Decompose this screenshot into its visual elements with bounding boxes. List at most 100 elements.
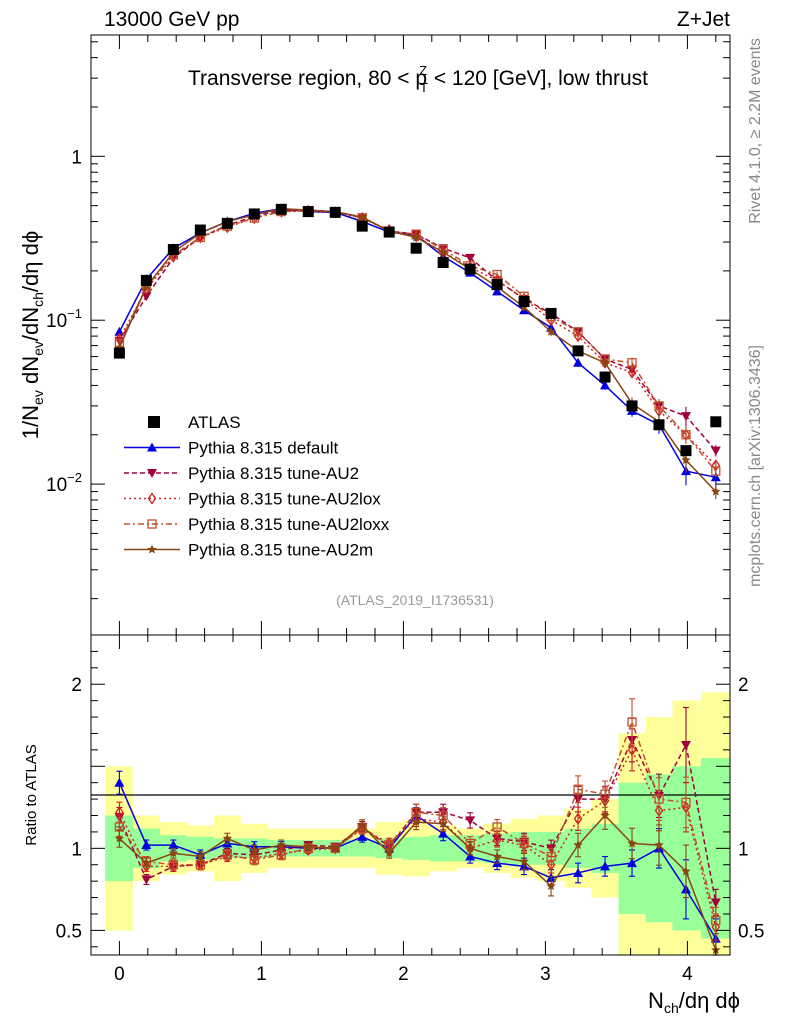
ratio-point [465, 816, 476, 826]
x-tick-label: 4 [682, 964, 693, 985]
ratio-point [357, 831, 368, 841]
ratio-point [627, 743, 637, 757]
ratio-point [249, 855, 259, 865]
series-point [600, 380, 611, 390]
ratio-point [168, 848, 179, 858]
series-point [627, 366, 637, 379]
ratio-point [573, 840, 583, 850]
ratio-point [600, 789, 610, 799]
legend-marker [147, 469, 157, 478]
ratio-point [465, 843, 475, 853]
data-point [329, 206, 341, 218]
x-tick-label: 1 [256, 964, 267, 985]
data-point [626, 400, 638, 412]
series-point [711, 466, 721, 476]
mcplots-label: mcplots.cern.ch [arXiv:1306.3436] [747, 345, 764, 587]
ratio-point [492, 833, 502, 847]
series-point [654, 401, 664, 411]
ratio-point [465, 851, 476, 861]
ratio-series-layer [114, 698, 721, 956]
ratio-point [573, 784, 583, 794]
ratio-point [573, 867, 584, 877]
legend-marker [147, 544, 157, 554]
ratio-band-inner [402, 836, 430, 860]
ratio-point [654, 794, 664, 804]
data-point [491, 279, 503, 291]
y-tick-label: 1 [71, 147, 82, 168]
ratio-point [141, 858, 152, 868]
x-axis-label: Nch/dη dϕ [648, 988, 740, 1016]
data-point [383, 226, 395, 238]
ratio-point [303, 841, 313, 851]
ratio-point [276, 840, 286, 850]
ratio-point [114, 833, 125, 843]
ratio-series-line [118, 719, 717, 921]
legend-label: Pythia 8.315 tune-AU2lox [188, 490, 381, 509]
ratio-point [276, 850, 286, 860]
ratio-point [546, 858, 556, 871]
ratio-point [492, 851, 502, 861]
ratio-point [519, 838, 529, 849]
ratio-point [546, 851, 556, 862]
data-point [518, 296, 530, 308]
data-point [248, 208, 260, 220]
ratio-series-line [118, 748, 717, 928]
ratio-point [141, 840, 152, 850]
series-point [141, 281, 152, 291]
legend-label: Pythia 8.315 tune-AU2loxx [188, 515, 390, 534]
series-point [573, 329, 583, 343]
ratio-point [330, 843, 340, 853]
ratio-point [438, 828, 449, 838]
ratio-point [141, 875, 152, 885]
chart-title: Transverse region, 80 < pZ T < 120 [GeV],… [188, 63, 648, 95]
data-point [710, 416, 722, 428]
x-tick-label: 0 [114, 964, 125, 985]
series-point [681, 455, 691, 465]
ratio-point [600, 861, 611, 871]
series-point [546, 326, 556, 336]
x-tick-label: 3 [540, 964, 551, 985]
ratio-series-line [118, 738, 717, 903]
ratio-axis-ticks: 0 1 2 3 4 0.5 0.5 1 1 2 2 [56, 634, 764, 985]
ratio-point [384, 848, 394, 858]
data-point [113, 347, 125, 359]
data-point [545, 307, 557, 319]
ratio-band-inner [348, 840, 376, 857]
y-tick-label: 10−2 [46, 470, 82, 496]
main-series-layer [113, 203, 722, 500]
ratio-tick-label: 1 [71, 839, 82, 860]
ratio-point [627, 858, 638, 868]
data-point [410, 242, 422, 254]
ratio-point [168, 840, 179, 850]
series-point [114, 342, 125, 352]
ratio-point [519, 856, 529, 866]
series-point [710, 446, 721, 456]
header-left: 13000 GeV pp [104, 8, 239, 31]
ratio-point [680, 740, 691, 750]
series-point [680, 412, 691, 422]
ratio-point [627, 717, 637, 727]
ratio-point [411, 817, 421, 827]
data-point [275, 203, 287, 215]
series-point [438, 247, 448, 257]
series-point [627, 358, 637, 368]
data-point [356, 220, 368, 232]
legend-label: Pythia 8.315 default [188, 439, 339, 458]
ratio-point [168, 860, 179, 870]
data-point [572, 345, 584, 357]
legend-label: Pythia 8.315 tune-AU2 [188, 464, 359, 483]
main-axis-ticks: 1 10−1 10−2 [46, 35, 730, 635]
ratio-point [249, 845, 260, 854]
ratio-tick-label-right: 1 [738, 839, 749, 860]
ratio-point [600, 810, 610, 820]
data-point [653, 419, 665, 431]
ratio-tick-label-right: 0.5 [738, 921, 764, 942]
ratio-point [710, 898, 721, 908]
ratio-point [492, 822, 502, 832]
series-point [573, 357, 584, 367]
series-point [411, 232, 421, 242]
legend-label: Pythia 8.315 tune-AU2m [188, 541, 373, 560]
ratio-point [195, 851, 206, 861]
legend-marker-data [148, 416, 160, 428]
